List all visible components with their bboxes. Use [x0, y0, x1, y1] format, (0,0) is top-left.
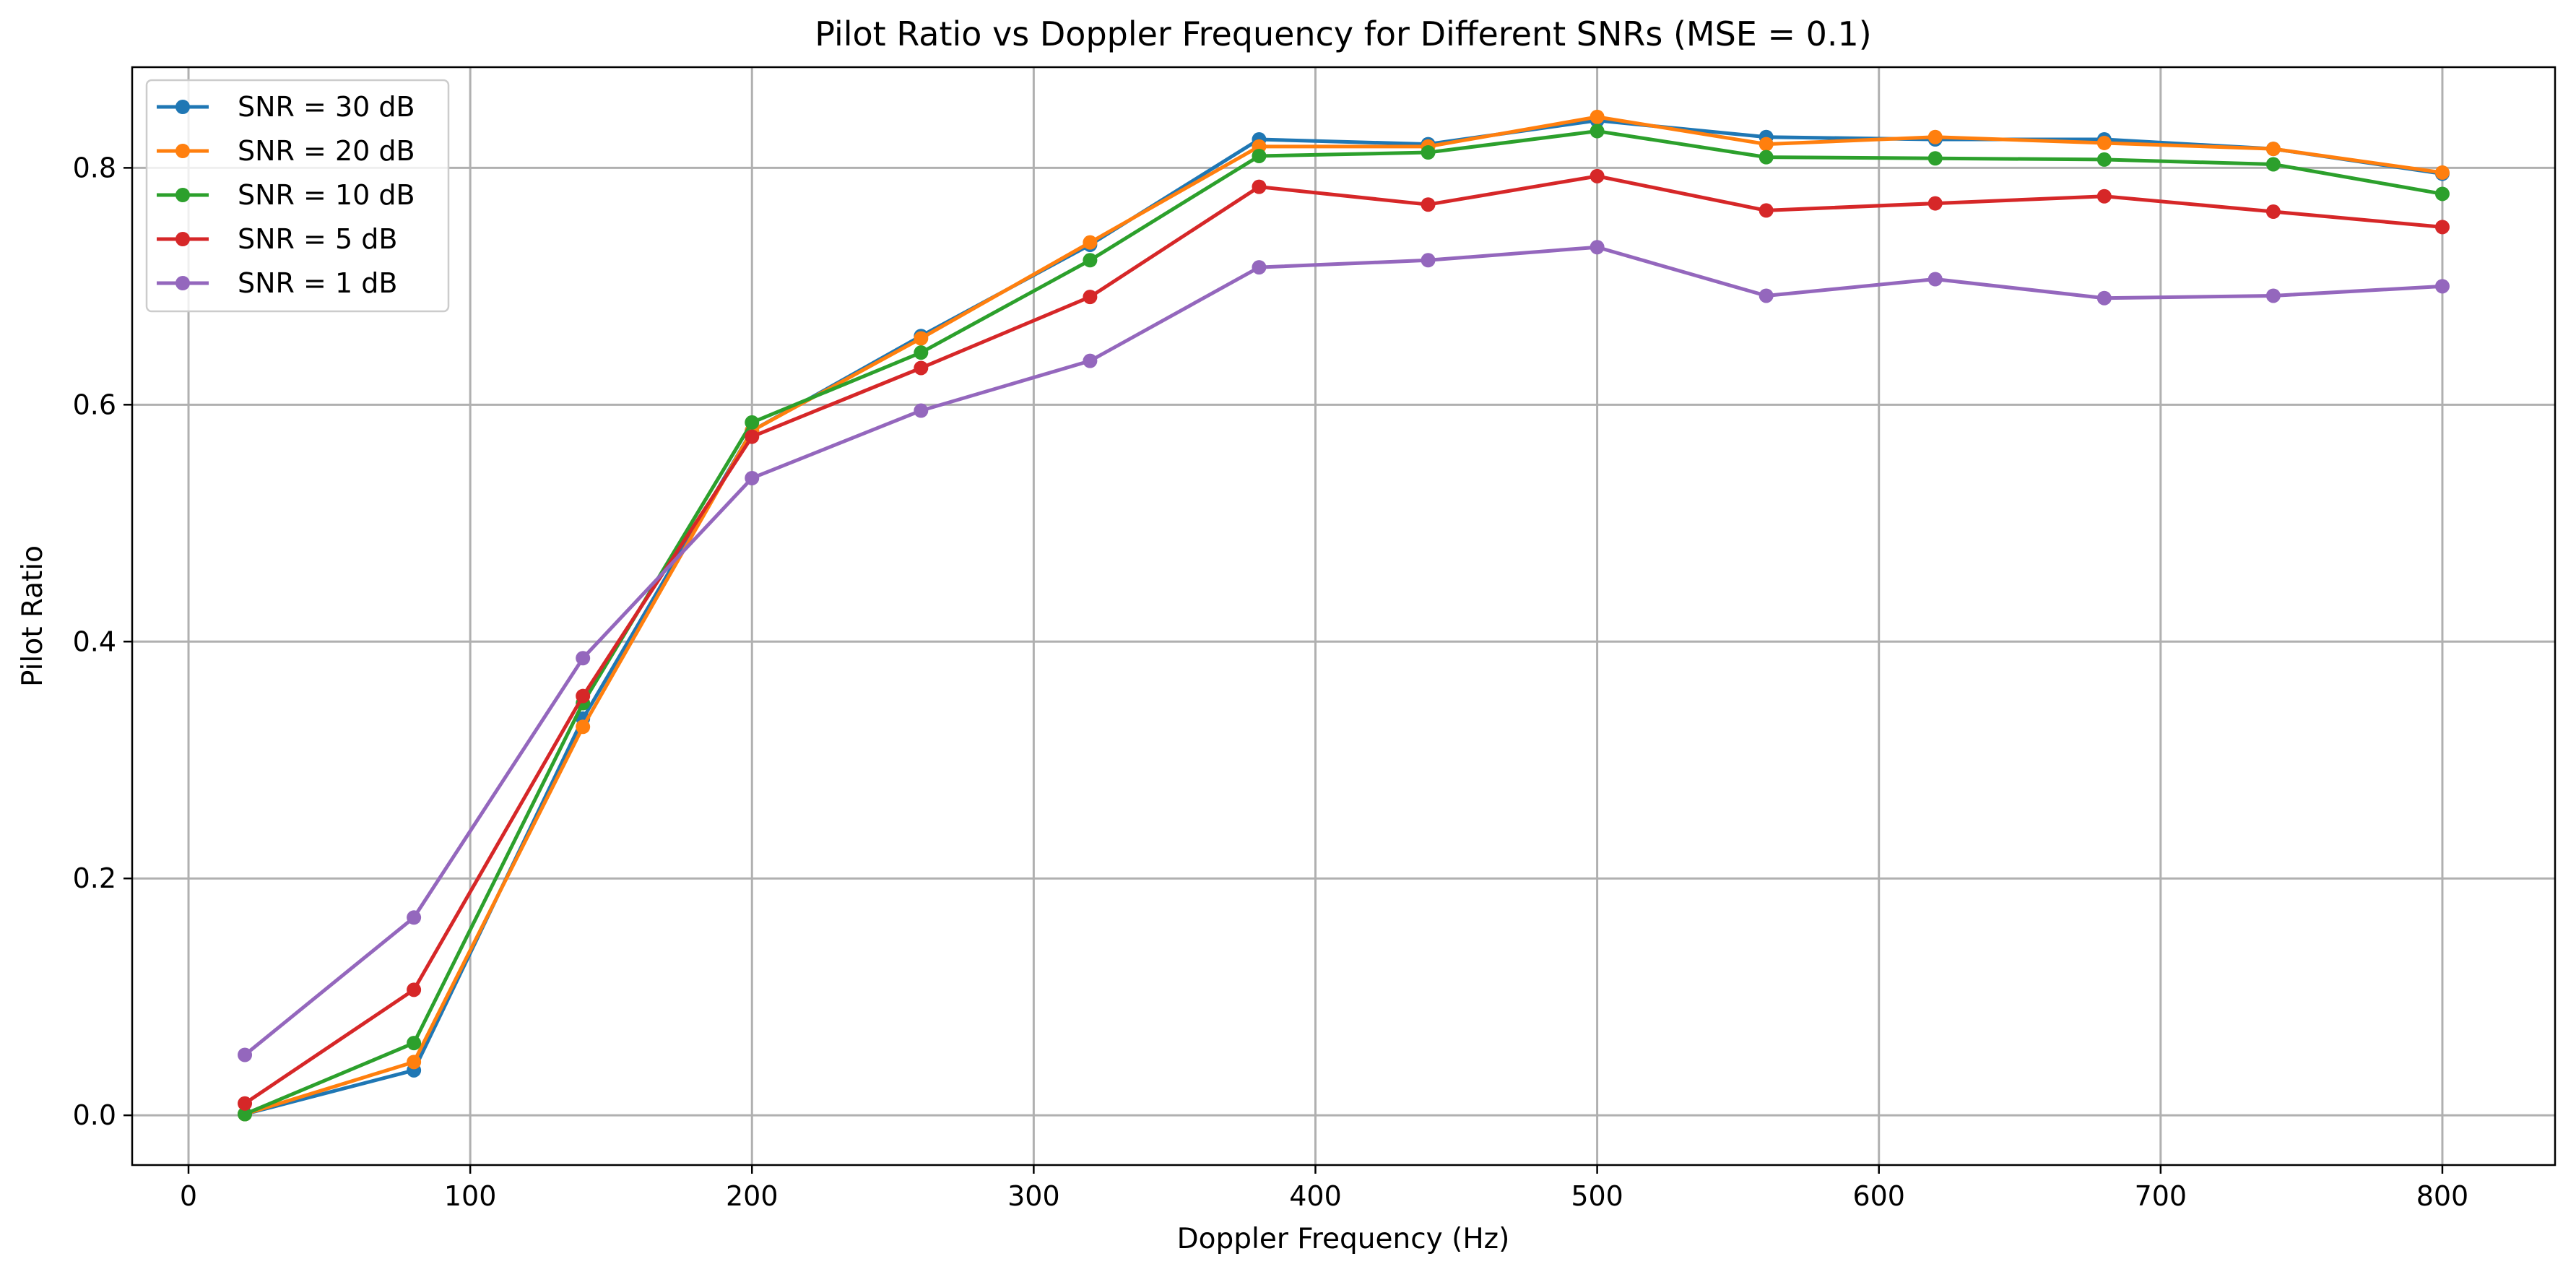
data-point: [1758, 203, 1774, 218]
chart-title: Pilot Ratio vs Doppler Frequency for Dif…: [815, 14, 1872, 53]
data-point: [1590, 240, 1605, 255]
data-point: [2096, 135, 2112, 150]
legend: SNR = 30 dB SNR = 20 dB SNR = 10 dB SNR = 5…: [145, 79, 450, 313]
series-group: [238, 109, 2450, 1122]
series-4: [238, 168, 2450, 1111]
data-point: [576, 688, 591, 704]
y-tick-label: 0.0: [73, 1099, 116, 1131]
legend-label: SNR = 10 dB: [238, 179, 415, 211]
data-point: [576, 719, 591, 735]
x-tick-label: 600: [1852, 1180, 1905, 1212]
legend-item: SNR = 10 dB: [157, 179, 415, 211]
y-tick-label: 0.8: [73, 152, 116, 183]
ticks: 0 100 200 300 400 500 600 700 800 0.0 0.2 0.4 0.6 0.8: [73, 152, 2469, 1212]
y-tick-label: 0.2: [73, 862, 116, 894]
x-tick-label: 800: [2416, 1180, 2469, 1212]
data-point: [1083, 353, 1098, 368]
data-point: [1252, 179, 1267, 194]
data-point: [745, 415, 760, 430]
x-tick-label: 200: [726, 1180, 779, 1212]
data-point: [1590, 168, 1605, 183]
x-tick-label: 100: [444, 1180, 497, 1212]
data-point: [407, 910, 422, 925]
legend-marker: [175, 232, 190, 246]
x-tick-label: 500: [1571, 1180, 1623, 1212]
data-point: [914, 345, 929, 360]
data-point: [1758, 288, 1774, 303]
axes-frame: [131, 66, 2557, 1166]
series-line: [243, 129, 2445, 1116]
legend-label: SNR = 1 dB: [238, 267, 397, 299]
data-point: [2265, 288, 2281, 303]
y-tick-label: 0.4: [73, 625, 116, 657]
series-5: [238, 240, 2450, 1062]
series-line: [243, 118, 2445, 1116]
data-point: [2434, 186, 2450, 202]
legend-item: SNR = 30 dB: [157, 91, 415, 123]
data-point: [1927, 151, 1943, 166]
legend-frame: [145, 79, 450, 313]
legend-item: SNR = 1 dB: [157, 267, 397, 299]
series-line: [243, 115, 2445, 1116]
legend-marker: [175, 100, 190, 114]
data-point: [2265, 204, 2281, 220]
x-tick-label: 300: [1007, 1180, 1060, 1212]
data-point: [407, 1055, 422, 1070]
x-tick-label: 700: [2135, 1180, 2187, 1212]
legend-item: SNR = 5 dB: [157, 223, 397, 255]
x-tick-label: 0: [180, 1180, 197, 1212]
legend-label: SNR = 30 dB: [238, 91, 415, 123]
data-point: [238, 1047, 253, 1062]
data-point: [1758, 150, 1774, 165]
data-point: [745, 470, 760, 485]
data-point: [1083, 290, 1098, 305]
data-point: [914, 360, 929, 376]
legend-label: SNR = 20 dB: [238, 135, 415, 167]
data-point: [914, 403, 929, 418]
data-point: [2434, 220, 2450, 235]
data-point: [1421, 145, 1436, 160]
data-point: [1083, 235, 1098, 250]
legend-marker: [175, 188, 190, 202]
data-point: [1927, 196, 1943, 211]
data-point: [1590, 124, 1605, 139]
grid: [132, 67, 2555, 1165]
data-point: [2434, 165, 2450, 180]
data-point: [1590, 109, 1605, 124]
data-point: [1083, 253, 1098, 268]
x-axis-label: Doppler Frequency (Hz): [1177, 1223, 1510, 1255]
data-point: [1758, 137, 1774, 152]
data-point: [576, 651, 591, 666]
data-point: [238, 1107, 253, 1122]
y-axis-label: Pilot Ratio: [17, 545, 49, 687]
data-point: [2265, 157, 2281, 172]
data-point: [2096, 290, 2112, 306]
y-tick-label: 0.6: [73, 389, 116, 420]
data-point: [1252, 148, 1267, 163]
data-point: [914, 331, 929, 346]
data-point: [2434, 279, 2450, 294]
data-point: [1927, 272, 1943, 287]
legend-item: SNR = 20 dB: [157, 135, 415, 167]
data-point: [1927, 129, 1943, 144]
data-point: [2096, 189, 2112, 204]
x-tick-label: 400: [1289, 1180, 1342, 1212]
data-point: [1252, 260, 1267, 275]
series-line: [243, 174, 2445, 1106]
legend-marker: [175, 144, 190, 158]
data-point: [407, 982, 422, 997]
data-point: [2096, 152, 2112, 167]
data-point: [1421, 197, 1436, 212]
legend-label: SNR = 5 dB: [238, 223, 397, 255]
data-point: [1421, 253, 1436, 268]
data-point: [745, 429, 760, 444]
legend-marker: [175, 276, 190, 290]
data-point: [238, 1096, 253, 1111]
series-line: [243, 245, 2445, 1057]
data-point: [2265, 142, 2281, 157]
data-point: [407, 1036, 422, 1051]
series-2: [238, 109, 2450, 1122]
